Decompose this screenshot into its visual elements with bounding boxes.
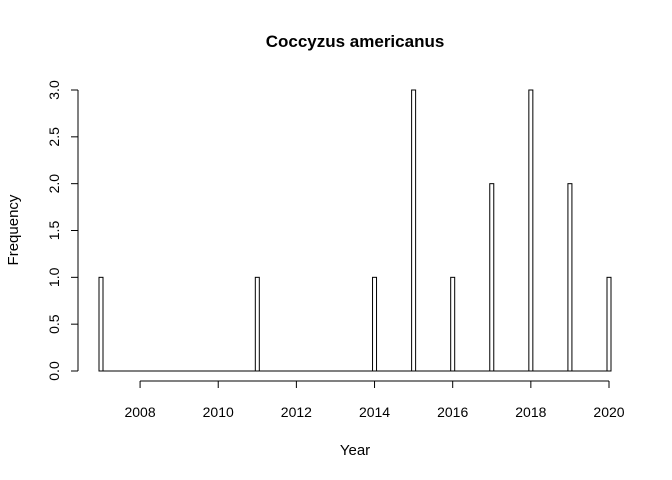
bar-2020 (606, 276, 612, 372)
x-tick-label-2018: 2018 (515, 404, 546, 420)
bar-2016 (450, 276, 456, 372)
y-tick-label-1.0: 1.0 (46, 267, 62, 287)
y-tick-label-0.0: 0.0 (46, 361, 62, 381)
bar-2017 (489, 183, 495, 372)
x-tick-label-2010: 2010 (203, 404, 234, 420)
bar-2011 (254, 276, 260, 372)
bar-2007 (98, 276, 104, 372)
y-axis-label: Frequency (5, 194, 22, 265)
bar-2019 (567, 183, 573, 372)
y-axis: 0.0 0.5 1.0 1.5 2.0 2.5 3.0 (46, 80, 79, 381)
bar-2014 (372, 276, 378, 372)
y-tick-label-2.5: 2.5 (46, 127, 62, 147)
x-tick-label-2012: 2012 (281, 404, 312, 420)
bar-2018 (528, 89, 534, 372)
bar-2015 (411, 89, 417, 372)
x-tick-label-2016: 2016 (437, 404, 468, 420)
x-axis-label: Year (340, 442, 370, 459)
y-tick-label-3.0: 3.0 (46, 80, 62, 100)
x-axis: 2008 2010 2012 2014 2016 2018 2020 (124, 380, 625, 420)
y-tick-label-1.5: 1.5 (46, 221, 62, 241)
x-tick-label-2014: 2014 (359, 404, 390, 420)
chart-title: Coccyzus americanus (266, 32, 445, 51)
y-tick-label-0.5: 0.5 (46, 314, 62, 334)
bars-group (98, 89, 612, 372)
y-tick-label-2.0: 2.0 (46, 174, 62, 194)
x-tick-label-2020: 2020 (593, 404, 624, 420)
x-tick-label-2008: 2008 (124, 404, 155, 420)
